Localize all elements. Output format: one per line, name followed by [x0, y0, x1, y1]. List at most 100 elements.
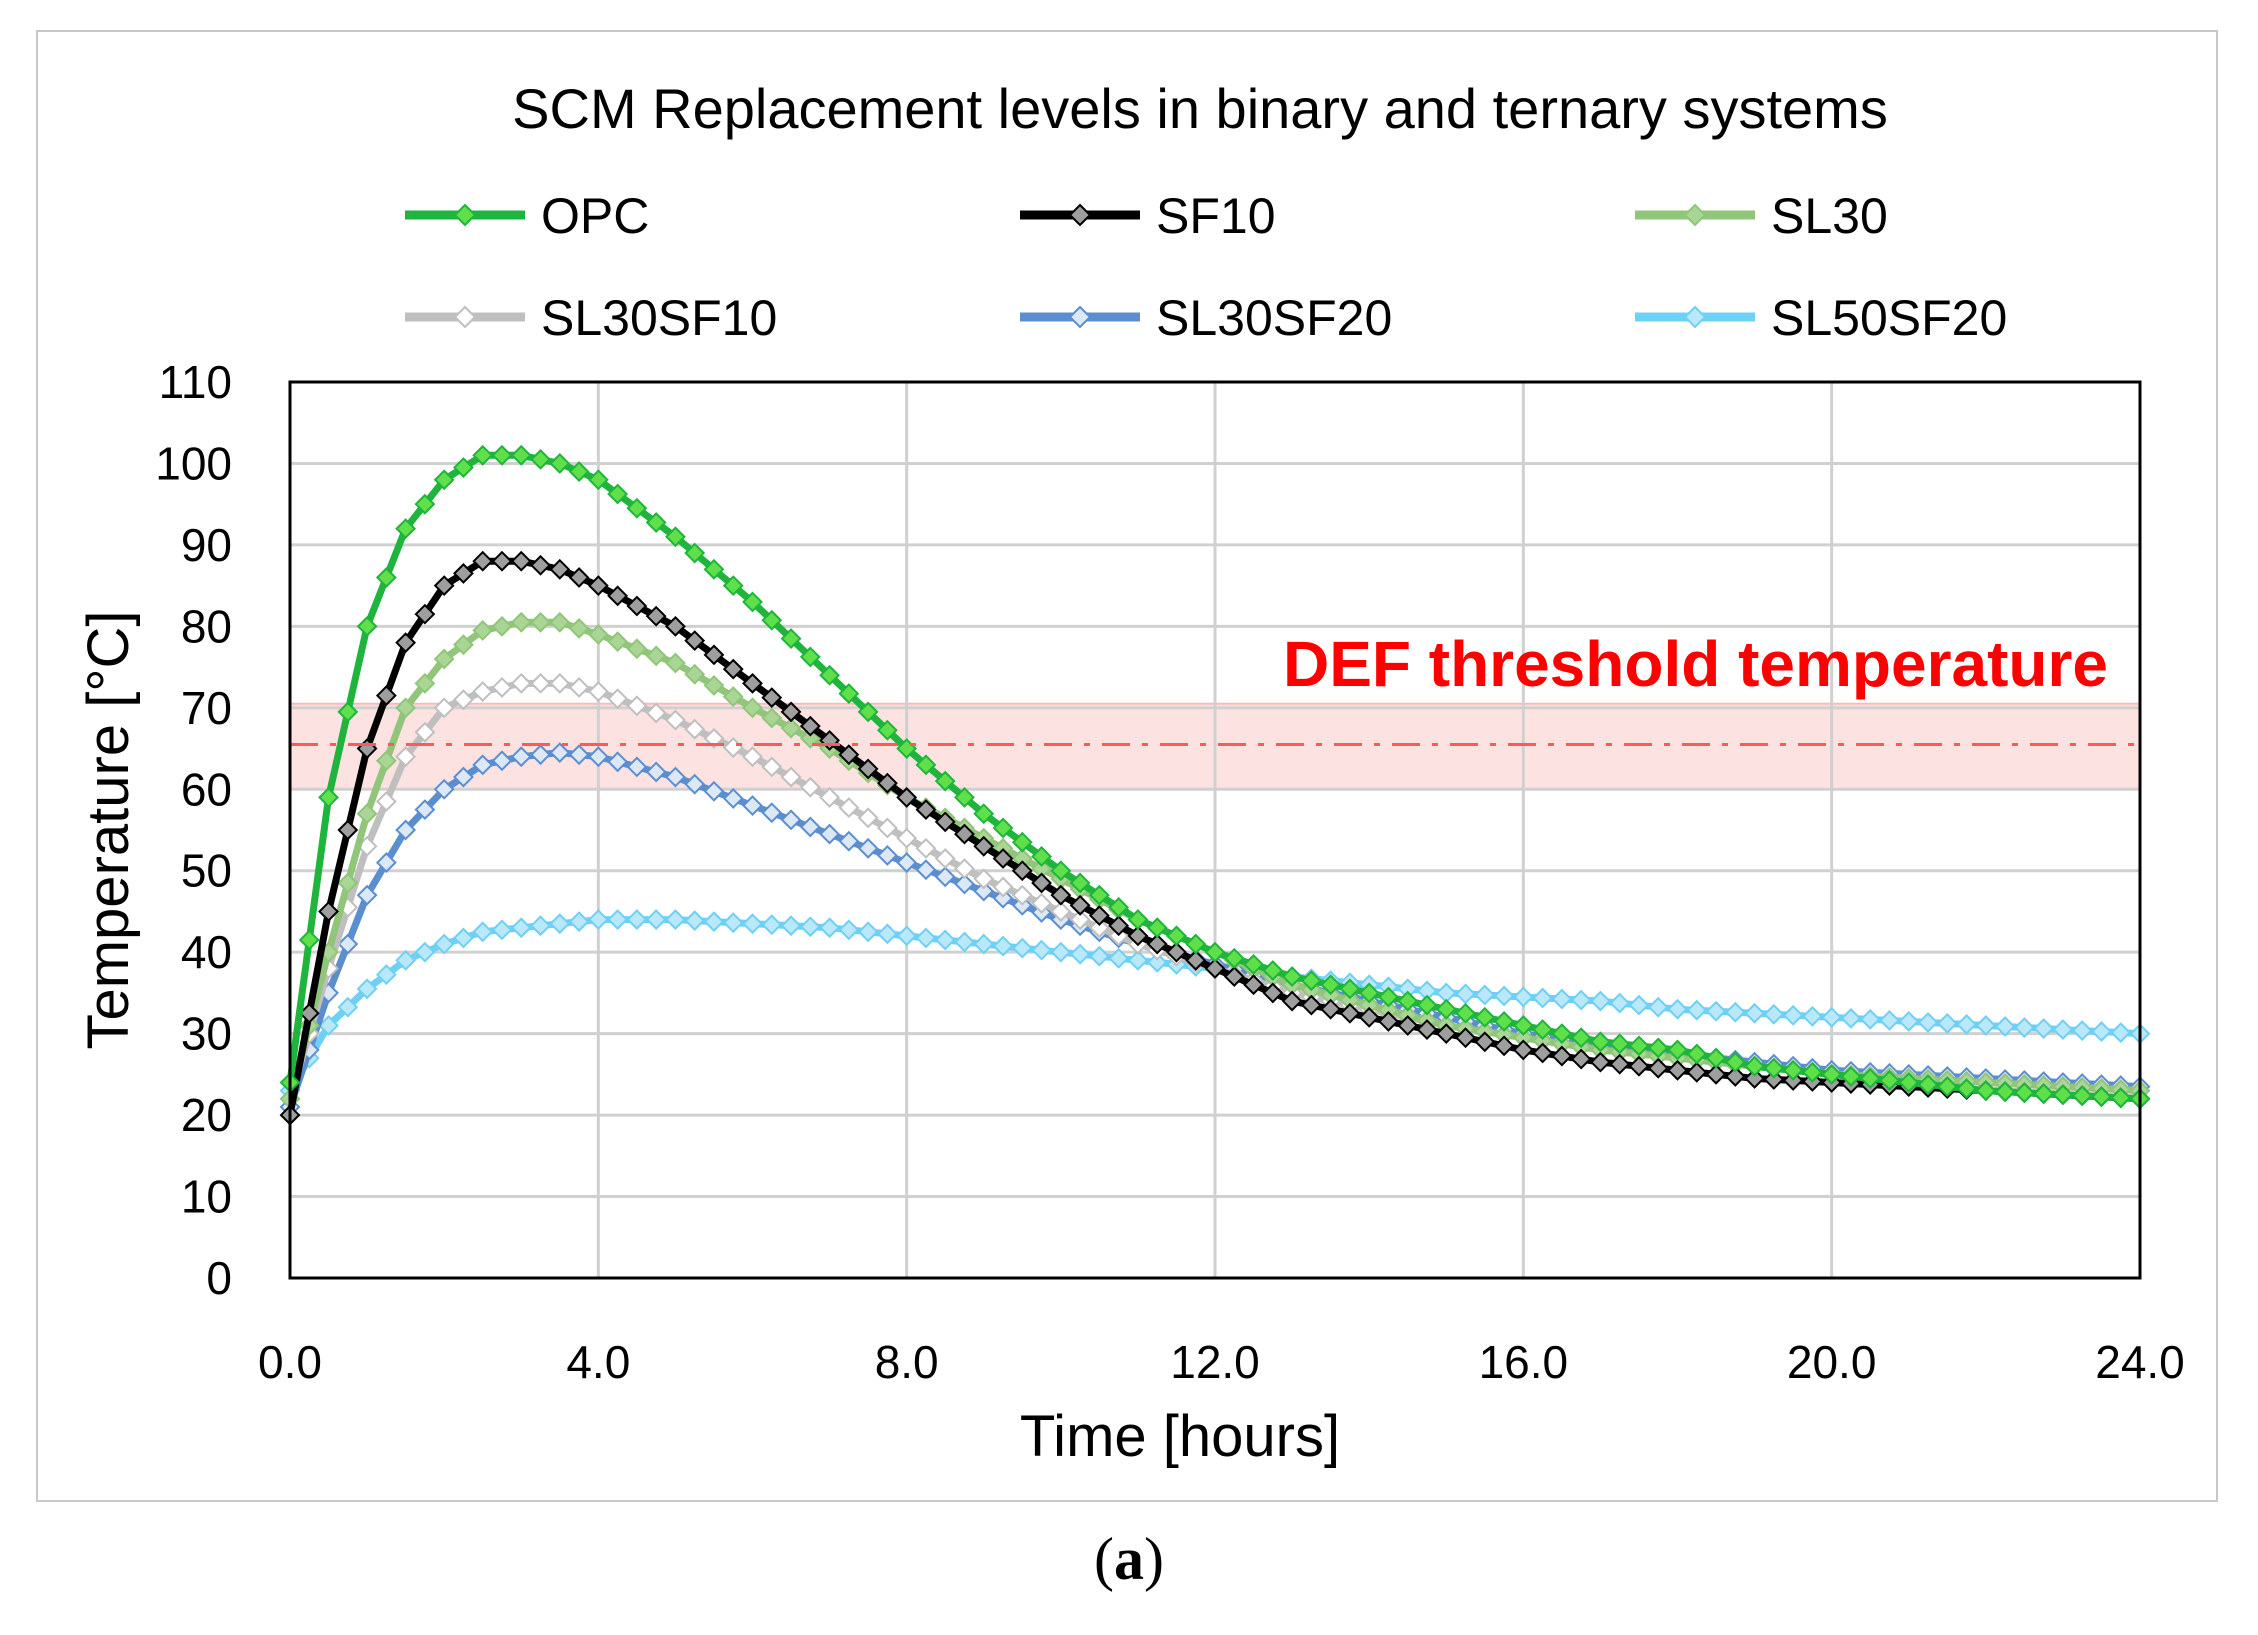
- legend-label: SL30SF20: [1156, 290, 1392, 346]
- y-tick-label: 50: [181, 845, 232, 897]
- data-point: [1050, 941, 1072, 963]
- data-point: [568, 677, 590, 698]
- data-point: [1859, 1008, 1881, 1030]
- data-point: [453, 689, 474, 711]
- data-point: [626, 595, 648, 617]
- chart-title: SCM Replacement levels in binary and ter…: [512, 77, 1888, 140]
- data-point: [1050, 884, 1072, 906]
- data-point: [742, 795, 763, 816]
- y-tick-label: 40: [181, 926, 232, 978]
- data-point: [587, 909, 609, 931]
- data-point: [2071, 1085, 2093, 1107]
- data-point: [742, 746, 763, 768]
- data-point: [491, 444, 513, 466]
- data-point: [819, 917, 840, 939]
- data-point: [472, 444, 494, 466]
- plot-border: [288, 380, 2142, 1280]
- data-point: [1532, 1019, 1554, 1040]
- data-point: [472, 921, 494, 943]
- data-point: [1667, 1039, 1688, 1061]
- data-point: [1320, 974, 1342, 996]
- legend-label: SF10: [1156, 188, 1276, 244]
- data-point: [375, 685, 397, 707]
- data-point: [1763, 1057, 1785, 1079]
- legend-item-sl50sf20: SL50SF20: [1635, 290, 2007, 346]
- data-point: [665, 709, 686, 731]
- data-point: [472, 620, 494, 641]
- data-point: [665, 766, 686, 788]
- data-point: [510, 746, 532, 768]
- data-point: [568, 911, 590, 933]
- data-point: [1166, 925, 1187, 947]
- data-point: [799, 916, 821, 938]
- data-point: [2013, 1017, 2035, 1038]
- data-point: [568, 617, 590, 639]
- data-point: [1223, 947, 1245, 969]
- data-point: [1378, 1011, 1399, 1032]
- data-point: [375, 791, 397, 812]
- data-point: [549, 742, 571, 764]
- data-point: [742, 913, 763, 935]
- data-point: [626, 695, 648, 717]
- data-point: [876, 923, 898, 945]
- data-point: [684, 542, 706, 564]
- data-point: [761, 802, 783, 824]
- legend-swatch-marker: [1068, 305, 1092, 329]
- x-tick-label: 20.0: [1787, 1336, 1877, 1388]
- data-point: [1763, 1069, 1785, 1090]
- plot-area: [279, 380, 2151, 1280]
- data-point: [684, 663, 706, 685]
- data-point: [1975, 1080, 1997, 1102]
- data-point: [337, 872, 359, 894]
- data-point: [607, 909, 629, 931]
- data-point: [1801, 1061, 1823, 1083]
- data-point: [1512, 986, 1534, 1008]
- data-point: [1262, 982, 1284, 1004]
- data-point: [375, 852, 397, 873]
- data-point: [587, 681, 609, 702]
- data-point: [1146, 933, 1168, 955]
- data-point: [2052, 1019, 2074, 1040]
- data-point: [530, 915, 551, 937]
- legend-label: OPC: [541, 188, 649, 244]
- data-point: [703, 727, 725, 749]
- legend: OPC SF10 SL30 SL30SF10 SL30SF20 SL50SF20: [405, 188, 2007, 346]
- data-point: [742, 697, 763, 719]
- data-point: [780, 701, 802, 723]
- data-point: [510, 917, 532, 939]
- data-point: [645, 909, 667, 931]
- data-point: [453, 634, 474, 656]
- data-point: [1493, 985, 1515, 1007]
- legend-item-sl30sf20: SL30SF20: [1020, 290, 1392, 346]
- data-point: [607, 585, 629, 607]
- data-point: [915, 927, 937, 949]
- data-point: [722, 658, 744, 680]
- legend-swatch-marker: [1068, 203, 1092, 227]
- data-point: [1936, 1013, 1958, 1034]
- data-point: [1127, 949, 1149, 971]
- data-point: [896, 852, 918, 873]
- data-point: [838, 830, 860, 852]
- data-point: [587, 624, 609, 645]
- data-point: [1031, 872, 1052, 894]
- data-point: [1609, 1033, 1631, 1055]
- data-point: [1493, 1011, 1515, 1032]
- data-point: [1088, 917, 1110, 939]
- data-point: [684, 773, 706, 795]
- legend-swatch-marker: [453, 305, 477, 329]
- data-point: [838, 797, 860, 819]
- x-tick-label: 16.0: [1479, 1336, 1569, 1388]
- data-point: [1975, 1015, 1997, 1036]
- data-point: [491, 919, 513, 941]
- data-point: [1300, 970, 1322, 992]
- legend-label: SL30SF10: [541, 290, 777, 346]
- data-point: [1551, 1023, 1573, 1045]
- data-point: [1281, 990, 1303, 1012]
- data-point: [722, 575, 744, 597]
- data-point: [1590, 990, 1611, 1012]
- data-point: [549, 558, 571, 580]
- data-point: [876, 772, 898, 794]
- data-point: [819, 787, 840, 808]
- data-point: [433, 469, 455, 491]
- data-point: [1763, 1003, 1785, 1025]
